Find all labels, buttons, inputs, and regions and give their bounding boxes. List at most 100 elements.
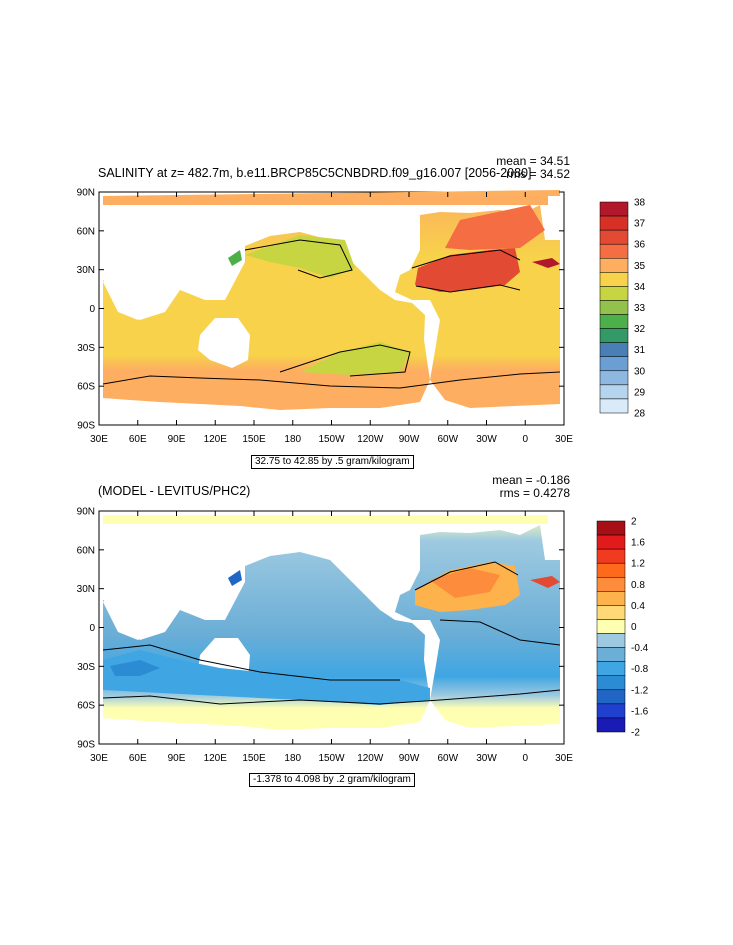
panel2-xtick-label: 120E xyxy=(204,753,228,764)
panel2-colorbar-label: -1.2 xyxy=(631,685,649,696)
panel1-xtick-label: 150W xyxy=(318,434,345,445)
panel1-colorbar-label: 33 xyxy=(634,303,646,314)
panel1-colorbar-label: 35 xyxy=(634,261,646,272)
panel2-colorbar-label: 1.6 xyxy=(631,538,645,549)
panel2-colorbar-swatch xyxy=(596,717,626,733)
panel1-colorbar-swatch xyxy=(599,370,629,386)
panel1-colorbar-label: 31 xyxy=(634,345,646,356)
panel2-xtick-label: 120W xyxy=(357,753,384,764)
panel2-colorbar-swatch xyxy=(596,689,626,705)
panel1-colorbar-swatch xyxy=(599,314,629,329)
panel2-colorbar: 2 1.6 1.2 0.8 0.4 0 -0.4 -0.8 -1.2 -1.6 -2 xyxy=(596,517,649,739)
panel1-colorbar-swatch xyxy=(599,201,629,217)
panel1-colorbar-swatch xyxy=(599,356,629,372)
panel2-colorbar-swatch xyxy=(596,591,626,606)
panel2-colorbar-label: -2 xyxy=(631,728,640,739)
panel1-ytick-label: 0 xyxy=(89,304,95,315)
panel1-xtick-label: 120E xyxy=(204,434,228,445)
panel1-colorbar-swatch xyxy=(599,328,629,343)
panel1-xtick-label: 30E xyxy=(555,434,573,445)
panel2-ytick-label: 0 xyxy=(89,623,95,634)
panel2-colorbar-swatch xyxy=(596,577,626,592)
panel2-rms: rms = 0.4278 xyxy=(499,486,570,500)
panel1-colorbar-label: 37 xyxy=(634,219,646,230)
panel2-mean: mean = -0.186 xyxy=(492,473,570,487)
panel2-xtick-label: 30W xyxy=(476,753,497,764)
panel1-xtick-label: 30W xyxy=(476,434,497,445)
panel1-colorbar-label: 34 xyxy=(634,282,646,293)
panel1-colorbar-swatch xyxy=(599,229,629,245)
panel1-xtick-label: 150E xyxy=(242,434,266,445)
panel2-ytick-label: 30N xyxy=(77,584,95,595)
panel1-colorbar-label: 30 xyxy=(634,366,646,377)
panel1-colorbar-swatch xyxy=(599,300,629,315)
panel2-colorbar-swatch xyxy=(596,520,626,536)
panel2-colorbar-swatch xyxy=(596,703,626,719)
panel2-xtick-label: 60W xyxy=(437,753,458,764)
panel1-ytick-label: 90S xyxy=(77,421,95,432)
panel1-xtick-label: 60E xyxy=(129,434,147,445)
panel1-colorbar-label: 32 xyxy=(634,324,646,335)
panel2-colorbar-label: 2 xyxy=(631,517,637,528)
panel1-xtick-label: 0 xyxy=(522,434,528,445)
panel1-ytick-label: 90N xyxy=(77,188,95,199)
panel2-ytick-label: 60N xyxy=(77,545,95,556)
panel2-colorbar-label: -1.6 xyxy=(631,706,649,717)
panel1-ytick-label: 30N xyxy=(77,265,95,276)
panel1-colorbar-label: 36 xyxy=(634,240,646,251)
panel1-colorbar-swatch xyxy=(599,342,629,357)
panel1-colorbar-swatch xyxy=(599,243,629,259)
panel2-xtick-label: 30E xyxy=(555,753,573,764)
panel1-xtick-label: 120W xyxy=(357,434,384,445)
panel1-colorbar-swatch xyxy=(599,272,629,287)
panel1-ytick-label: 60N xyxy=(77,226,95,237)
panel2-xtick-label: 0 xyxy=(522,753,528,764)
panel2-map xyxy=(98,510,565,745)
panel1-xtick-label: 30E xyxy=(90,434,108,445)
panel2-colorbar-label: 0.8 xyxy=(631,580,645,591)
panel2-colorbar-label: 0 xyxy=(631,622,637,633)
panel2-xtick-label: 60E xyxy=(129,753,147,764)
panel1-ytick-label: 30S xyxy=(77,343,95,354)
panel1-xtick-label: 90E xyxy=(168,434,186,445)
panel2-xtick-label: 30E xyxy=(90,753,108,764)
panel2-colorbar-swatch xyxy=(596,562,626,578)
panel2-colorbar-label: -0.4 xyxy=(631,643,649,654)
panel2-xtick-label: 90E xyxy=(168,753,186,764)
panel1-axes: 30E 60E 90E 120E 150E 180 150W 120W 90W 60W 30W 0 30… xyxy=(77,188,574,446)
panel1-map xyxy=(98,190,565,426)
panel1-xtick-label: 90W xyxy=(399,434,420,445)
panel1-xtick-label: 180 xyxy=(284,434,301,445)
panel2-axes: 30E 60E 90E 120E 150E 180 150W 120W 90W 60W 30W 0 30… xyxy=(77,507,574,765)
panel2-colorbar-label: 0.4 xyxy=(631,601,645,612)
panel1-colorbar-swatch xyxy=(599,286,629,301)
panel2-ytick-label: 90N xyxy=(77,507,95,518)
panel1-mean: mean = 34.51 xyxy=(496,154,570,168)
panel2-ytick-label: 90S xyxy=(77,740,95,751)
panel2-xtick-label: 90W xyxy=(399,753,420,764)
panel2-colorbar-swatch xyxy=(596,675,626,691)
panel1-xtick-label: 60W xyxy=(437,434,458,445)
panel2-colorbar-swatch xyxy=(596,548,626,564)
panel2-colorbar-label: -0.8 xyxy=(631,664,649,675)
panel2-ytick-label: 60S xyxy=(77,701,95,712)
panel1-contour-info: 32.75 to 42.85 by .5 gram/kilogram xyxy=(251,455,414,469)
panel2-xtick-label: 180 xyxy=(284,753,301,764)
panel2-colorbar-swatch xyxy=(596,633,626,648)
panel2-colorbar-swatch xyxy=(596,605,626,620)
panel2-xtick-label: 150W xyxy=(318,753,345,764)
panel2-colorbar-swatch xyxy=(596,661,626,676)
panel1-colorbar-swatch xyxy=(599,384,629,400)
panel1-colorbar-label: 29 xyxy=(634,387,646,398)
panel1-colorbar-label: 38 xyxy=(634,198,646,209)
panel1-title: SALINITY at z= 482.7m, b.e11.BRCP85C5CNB… xyxy=(98,166,532,180)
panel2-title: (MODEL - LEVITUS/PHC2) xyxy=(98,484,251,498)
panel2-contour-info: -1.378 to 4.098 by .2 gram/kilogram xyxy=(249,773,415,787)
panel1-colorbar: 38 37 36 35 34 33 32 31 30 29 28 xyxy=(599,198,646,420)
panel1-ytick-label: 60S xyxy=(77,382,95,393)
panel2-ytick-label: 30S xyxy=(77,662,95,673)
panel2-colorbar-swatch xyxy=(596,619,626,634)
panel2-colorbar-swatch xyxy=(596,647,626,662)
panel1-colorbar-swatch xyxy=(599,258,629,273)
